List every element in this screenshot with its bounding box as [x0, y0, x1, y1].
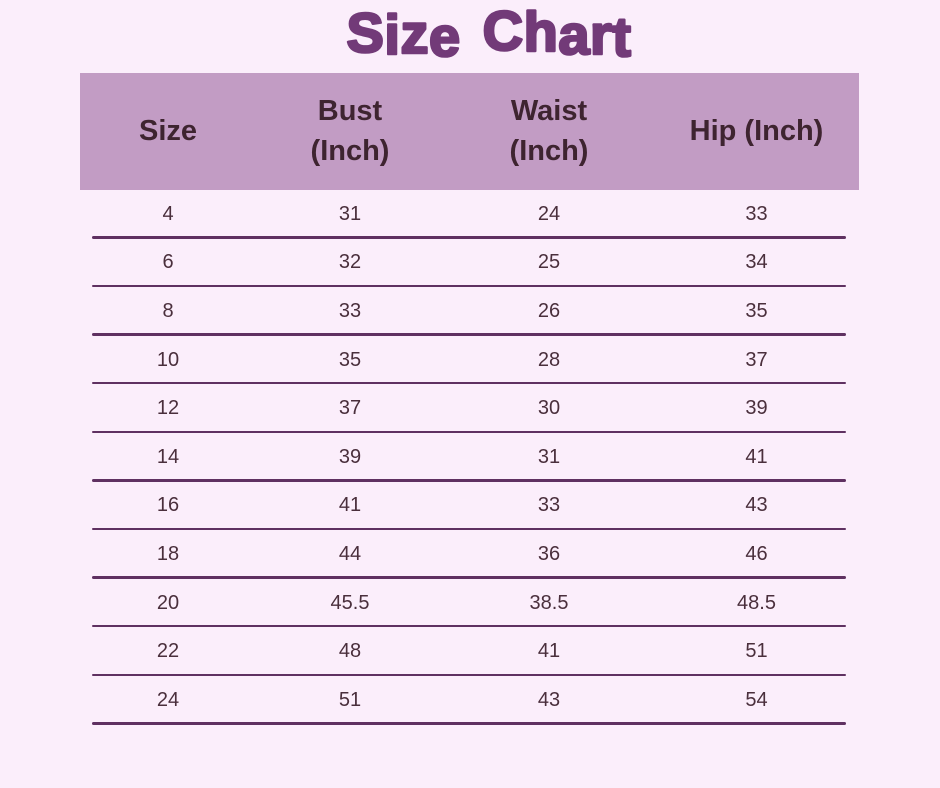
svg-text:Size Chart: Size Chart [347, 2, 632, 64]
